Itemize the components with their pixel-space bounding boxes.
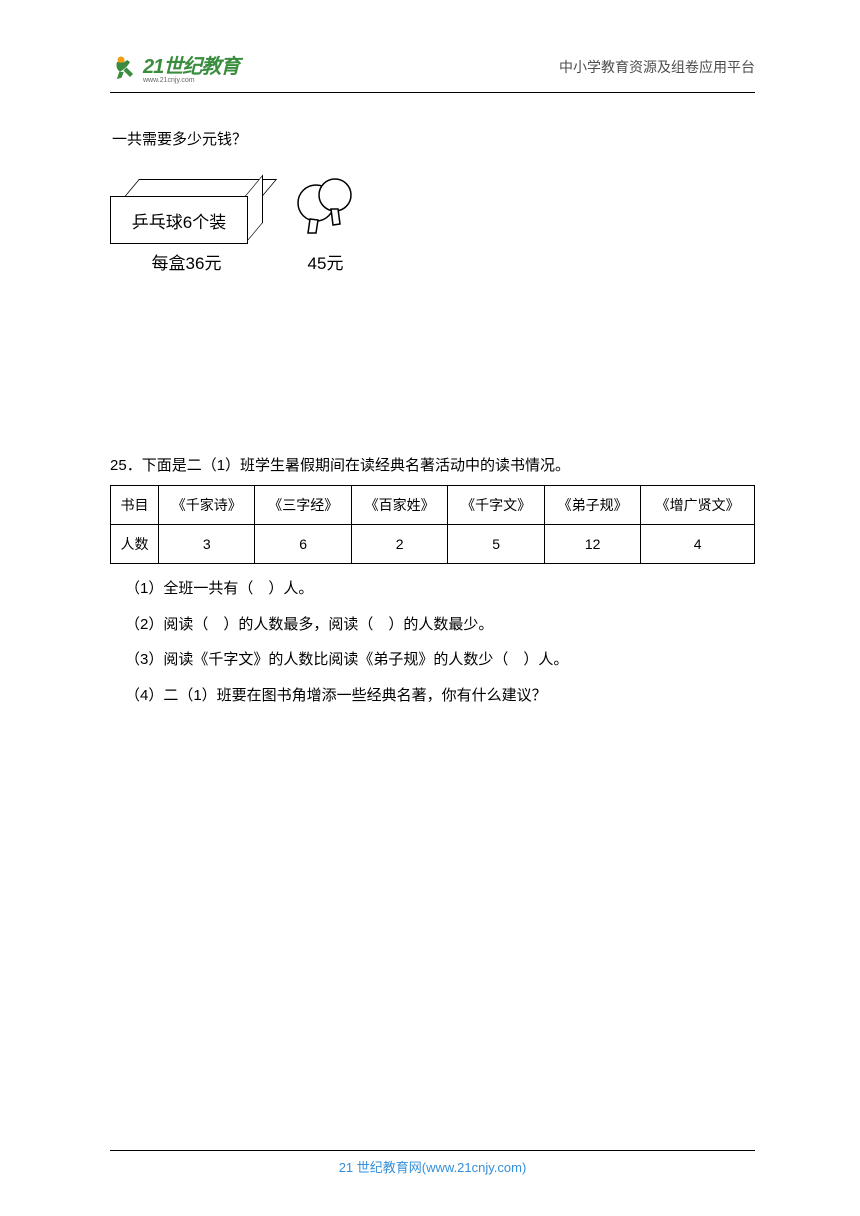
table-col-3: 《百家姓》 bbox=[351, 486, 447, 525]
table-header-label: 书目 bbox=[111, 486, 159, 525]
page-footer: 21 世纪教育网(www.21cnjy.com) bbox=[110, 1150, 755, 1176]
logo-text: 21世纪教育 www.21cnjy.com bbox=[143, 50, 239, 84]
table-val-5: 12 bbox=[544, 525, 640, 564]
table-row-label: 人数 bbox=[111, 525, 159, 564]
page-header: 21世纪教育 www.21cnjy.com 中小学教育资源及组卷应用平台 bbox=[110, 50, 755, 93]
table-val-6: 4 bbox=[641, 525, 755, 564]
table-col-2: 《三字经》 bbox=[255, 486, 351, 525]
logo-brand-text: 21世纪教育 bbox=[143, 56, 239, 78]
logo-container: 21世纪教育 www.21cnjy.com bbox=[110, 50, 239, 84]
logo-icon bbox=[110, 52, 140, 82]
sub-question-4: （4）二（1）班要在图书角增添一些经典名著，你有什么建议？ bbox=[125, 685, 755, 708]
table-val-4: 5 bbox=[448, 525, 544, 564]
question25-intro: 25．下面是二（1）班学生暑假期间在读经典名著活动中的读书情况。 bbox=[110, 454, 755, 475]
box-price: 每盒36元 bbox=[110, 249, 263, 274]
question25: 25．下面是二（1）班学生暑假期间在读经典名著活动中的读书情况。 书目 《千家诗… bbox=[110, 454, 755, 707]
table-col-6: 《增广贤文》 bbox=[641, 486, 755, 525]
sub-question-1: （1）全班一共有（ ）人。 bbox=[125, 578, 755, 601]
box-label: 乒乓球6个装 bbox=[132, 208, 226, 233]
box-front-face: 乒乓球6个装 bbox=[110, 196, 248, 244]
sub-question-2: （2）阅读（ ）的人数最多，阅读（ ）的人数最少。 bbox=[125, 614, 755, 637]
logo-url: www.21cnjy.com bbox=[143, 77, 239, 84]
question1-illustration: 乒乓球6个装 每盒36元 45元 bbox=[110, 167, 755, 274]
question1-text: 一共需要多少元钱？ bbox=[112, 128, 755, 149]
paddle-icon bbox=[288, 175, 363, 240]
table-col-4: 《千字文》 bbox=[448, 486, 544, 525]
question25-intro-text: ．下面是二（1）班学生暑假期间在读经典名著活动中的读书情况。 bbox=[127, 457, 570, 474]
question25-number: 25 bbox=[110, 457, 127, 474]
box-3d: 乒乓球6个装 bbox=[110, 182, 263, 244]
table-val-3: 2 bbox=[351, 525, 447, 564]
header-tagline: 中小学教育资源及组卷应用平台 bbox=[559, 57, 755, 77]
table-val-1: 3 bbox=[159, 525, 255, 564]
reading-data-table: 书目 《千家诗》 《三字经》 《百家姓》 《千字文》 《弟子规》 《增广贤文》 … bbox=[110, 485, 755, 564]
table-val-2: 6 bbox=[255, 525, 351, 564]
pingpong-box-group: 乒乓球6个装 每盒36元 bbox=[110, 167, 263, 274]
table-col-1: 《千家诗》 bbox=[159, 486, 255, 525]
sub-question-3: （3）阅读《千字文》的人数比阅读《弟子规》的人数少（ ）人。 bbox=[125, 649, 755, 672]
table-header-row: 书目 《千家诗》 《三字经》 《百家姓》 《千字文》 《弟子规》 《增广贤文》 bbox=[111, 486, 755, 525]
paddle-price: 45元 bbox=[288, 249, 363, 274]
table-data-row: 人数 3 6 2 5 12 4 bbox=[111, 525, 755, 564]
paddle-group: 45元 bbox=[288, 175, 363, 274]
table-col-5: 《弟子规》 bbox=[544, 486, 640, 525]
